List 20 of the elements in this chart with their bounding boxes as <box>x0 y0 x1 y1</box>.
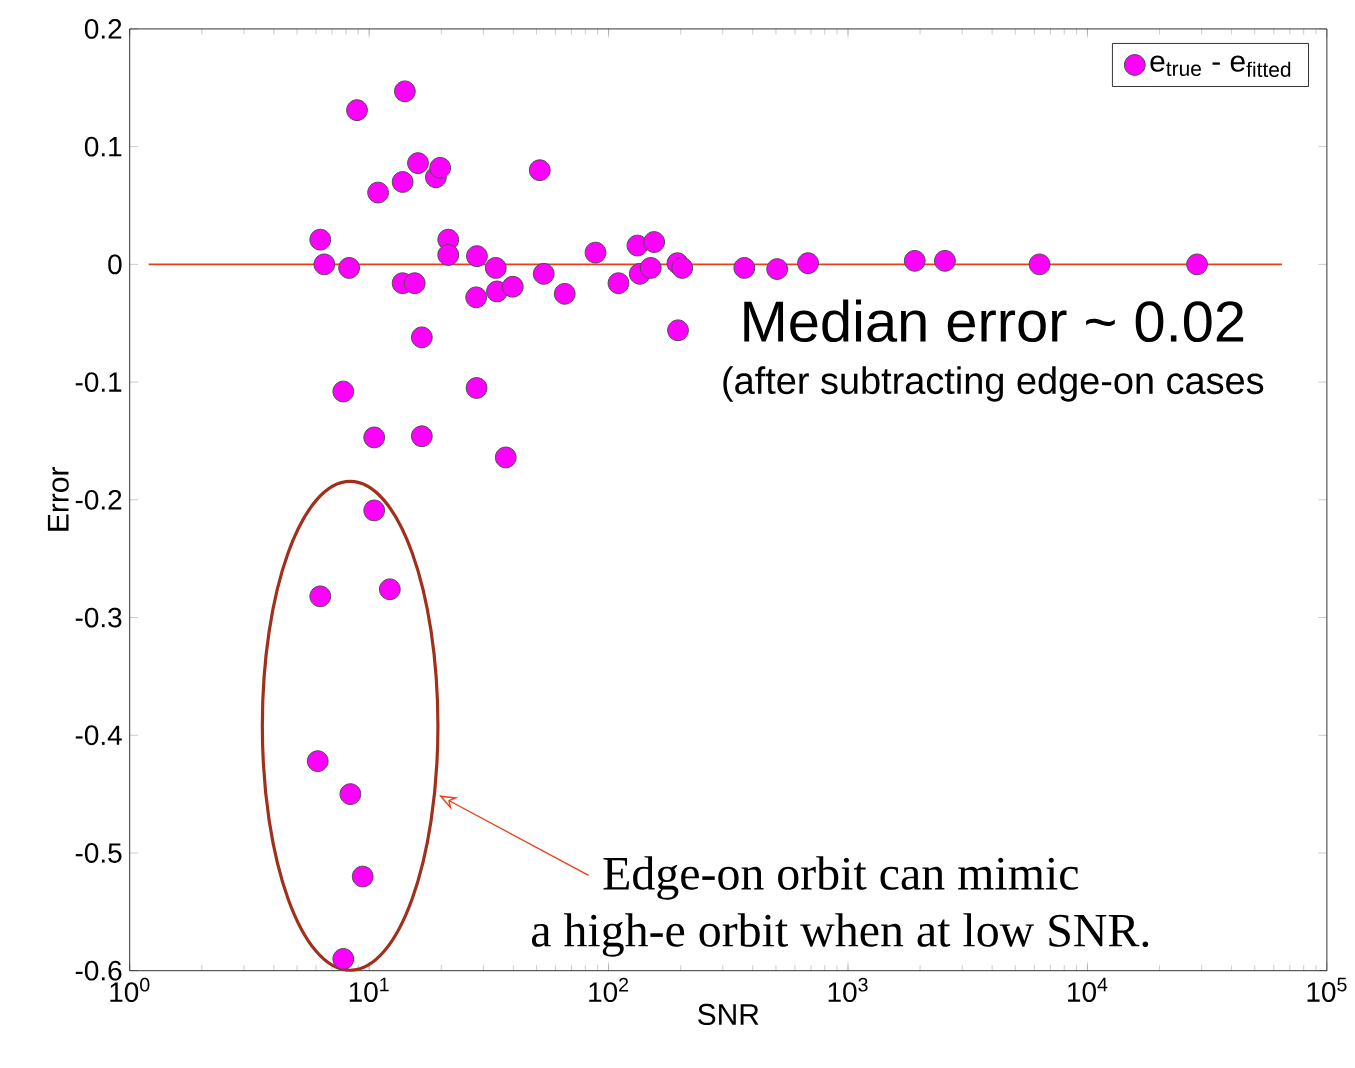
x-axis-title: SNR <box>698 1003 759 1025</box>
y-tick-label: -0.1 <box>75 371 122 392</box>
annotation: Median error ~ 0.02 <box>744 299 1244 342</box>
x-tick-label: 10$^{3}$ <box>828 977 868 1002</box>
legend-label: e$_{true}$ - e$_{fitted}$ <box>1150 55 1291 77</box>
y-tick-label: -0.3 <box>75 607 122 628</box>
y-axis-title: Error <box>47 466 69 531</box>
y-tick-label: -0.5 <box>75 842 122 863</box>
y-tick-label: 0.2 <box>84 18 122 39</box>
y-tick-label: -0.4 <box>75 725 122 745</box>
x-tick-label: 10$^{4}$ <box>1068 977 1108 1002</box>
annotation: Edge-on orbit can mimic <box>603 855 1079 900</box>
annotation: (after subtracting edge-on cases <box>723 366 1264 402</box>
x-tick-label: 10$^{1}$ <box>349 977 389 1002</box>
annotation: a high-e orbit when at low SNR. <box>531 912 1149 957</box>
x-tick-label: 10$^{2}$ <box>589 977 629 1002</box>
y-tick-label: 0 <box>108 254 122 275</box>
y-tick-label: 0.1 <box>84 136 122 157</box>
y-tick-label: -0.2 <box>75 489 122 510</box>
x-tick-label: 10$^{5}$ <box>1307 977 1347 1002</box>
